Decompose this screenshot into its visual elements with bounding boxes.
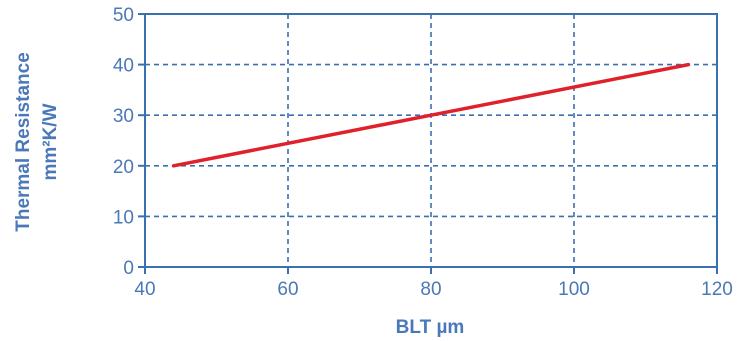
x-tick-label-80: 80 — [420, 279, 441, 300]
x-axis-label: BLT µm — [396, 317, 465, 338]
series-line-0 — [171, 62, 691, 168]
axes — [138, 13, 718, 274]
y-tick-label-30: 30 — [113, 106, 134, 127]
x-tick-label-100: 100 — [558, 279, 590, 300]
y-tick-label-0: 0 — [123, 258, 134, 279]
series-layer — [171, 62, 691, 168]
x-tick-label-120: 120 — [701, 279, 733, 300]
y-axis-label-line1: Thermal Resistance — [13, 52, 34, 232]
y-tick-label-20: 20 — [113, 157, 134, 178]
y-axis-label-line2: mm²K/W — [40, 103, 61, 180]
y-tick-label-50: 50 — [113, 5, 134, 26]
tick-labels: 0 10 20 30 40 50 40 60 80 100 120 — [113, 5, 733, 300]
x-tick-label-60: 60 — [277, 279, 298, 300]
x-tick-label-40: 40 — [134, 279, 155, 300]
y-tick-label-10: 10 — [113, 207, 134, 228]
grid-lines — [145, 14, 717, 267]
y-tick-label-40: 40 — [113, 56, 134, 77]
